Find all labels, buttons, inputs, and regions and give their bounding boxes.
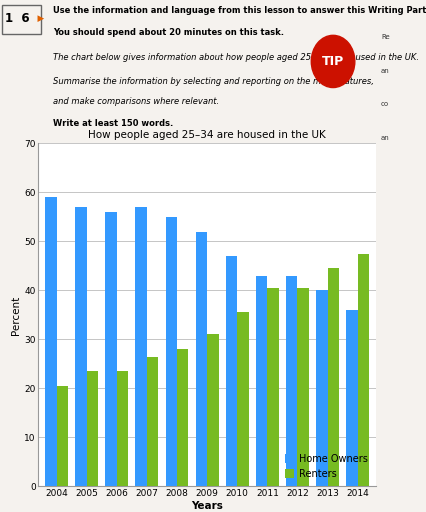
Text: 1  6: 1 6 [5,12,29,25]
Legend: Home Owners, Renters: Home Owners, Renters [281,451,370,482]
Text: an: an [380,68,389,74]
Y-axis label: Percent: Percent [12,295,21,334]
Bar [315,290,327,486]
Bar [116,371,128,486]
Bar [176,349,188,486]
Text: The chart below gives information about how people aged 25–34 are housed in the : The chart below gives information about … [52,53,417,61]
Text: You should spend about 20 minutes on this task.: You should spend about 20 minutes on thi… [52,28,283,37]
Text: TIP: TIP [321,55,343,68]
Text: an: an [380,135,389,141]
X-axis label: Years: Years [191,501,222,511]
Bar [327,268,338,486]
Text: Summarise the information by selecting and reporting on the main features,: Summarise the information by selecting a… [52,77,373,87]
Text: Re: Re [380,34,389,40]
FancyBboxPatch shape [2,5,41,34]
Bar [255,275,267,486]
Bar [207,334,218,486]
Text: Use the information and language from this lesson to answer this Writing Part 1 : Use the information and language from th… [52,6,426,14]
Bar [45,197,56,486]
Bar [267,288,278,486]
Title: How people aged 25–34 are housed in the UK: How people aged 25–34 are housed in the … [88,130,325,140]
Bar [56,386,68,486]
Bar [165,217,176,486]
Text: Write at least 150 words.: Write at least 150 words. [52,119,173,128]
Bar [75,207,86,486]
Text: and make comparisons where relevant.: and make comparisons where relevant. [52,97,218,106]
Bar [357,253,368,486]
Bar [345,310,357,486]
Bar [135,207,147,486]
Bar [297,288,308,486]
Bar [285,275,297,486]
Bar [86,371,98,486]
Bar [147,356,158,486]
Bar [195,231,207,486]
Circle shape [311,35,354,88]
Bar [237,312,248,486]
Bar [105,212,116,486]
Bar [225,256,237,486]
Text: co: co [380,101,388,108]
